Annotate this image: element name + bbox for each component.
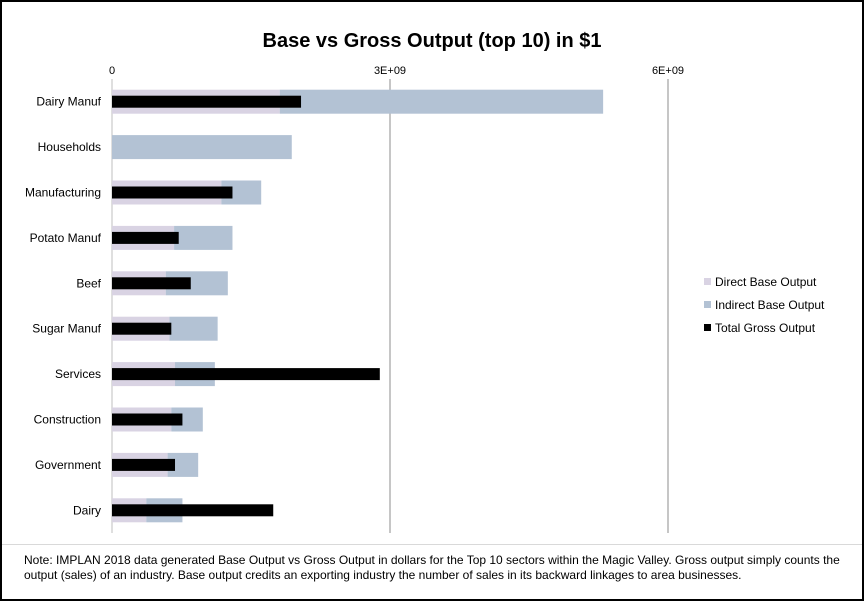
- chart-note: Note: IMPLAN 2018 data generated Base Ou…: [24, 553, 840, 582]
- legend-swatch-indirect: [704, 301, 711, 308]
- bar-total-gross: [112, 413, 183, 426]
- bar-indirect-base: [112, 135, 292, 160]
- note-divider: [2, 544, 862, 545]
- category-label: Households: [38, 140, 101, 154]
- x-tick-label: 6E+09: [652, 65, 684, 77]
- legend-swatch-direct: [704, 278, 711, 285]
- chart-title: Base vs Gross Output (top 10) in $1: [262, 30, 602, 52]
- bar-total-gross: [112, 458, 176, 471]
- category-label: Beef: [76, 276, 101, 290]
- bar-total-gross: [112, 277, 191, 290]
- legend-label-total: Total Gross Output: [715, 320, 816, 335]
- bar-total-gross: [112, 231, 179, 244]
- bar-total-gross: [112, 504, 274, 517]
- bar-indirect-base: [169, 316, 218, 341]
- category-label: Government: [35, 458, 102, 472]
- category-label: Dairy: [73, 503, 101, 517]
- legend-item-direct: Direct Base Output: [704, 270, 824, 293]
- category-label: Potato Manuf: [30, 231, 102, 245]
- bar-indirect-base: [279, 89, 604, 114]
- category-label: Manufacturing: [25, 186, 101, 200]
- bar-total-gross: [112, 322, 172, 335]
- category-label: Dairy Manuf: [36, 95, 101, 109]
- bar-total-gross: [112, 368, 380, 381]
- bar-total-gross: [112, 95, 302, 108]
- legend-label-direct: Direct Base Output: [715, 274, 817, 289]
- legend-label-indirect: Indirect Base Output: [715, 297, 825, 312]
- legend-swatch-total: [704, 324, 711, 331]
- x-tick-label: 3E+09: [374, 65, 406, 77]
- legend-item-total: Total Gross Output: [704, 316, 824, 339]
- category-label: Construction: [34, 413, 101, 427]
- legend: Direct Base Output Indirect Base Output …: [704, 270, 824, 339]
- category-label: Sugar Manuf: [32, 322, 101, 336]
- plot-area: 0 3E+09 6E+09 Dairy Manuf Households Manufact…: [25, 65, 684, 533]
- legend-item-indirect: Indirect Base Output: [704, 293, 824, 316]
- bar-total-gross: [112, 186, 233, 199]
- category-label: Services: [55, 367, 101, 381]
- x-tick-label: 0: [109, 65, 115, 77]
- bar-indirect-base: [174, 225, 233, 250]
